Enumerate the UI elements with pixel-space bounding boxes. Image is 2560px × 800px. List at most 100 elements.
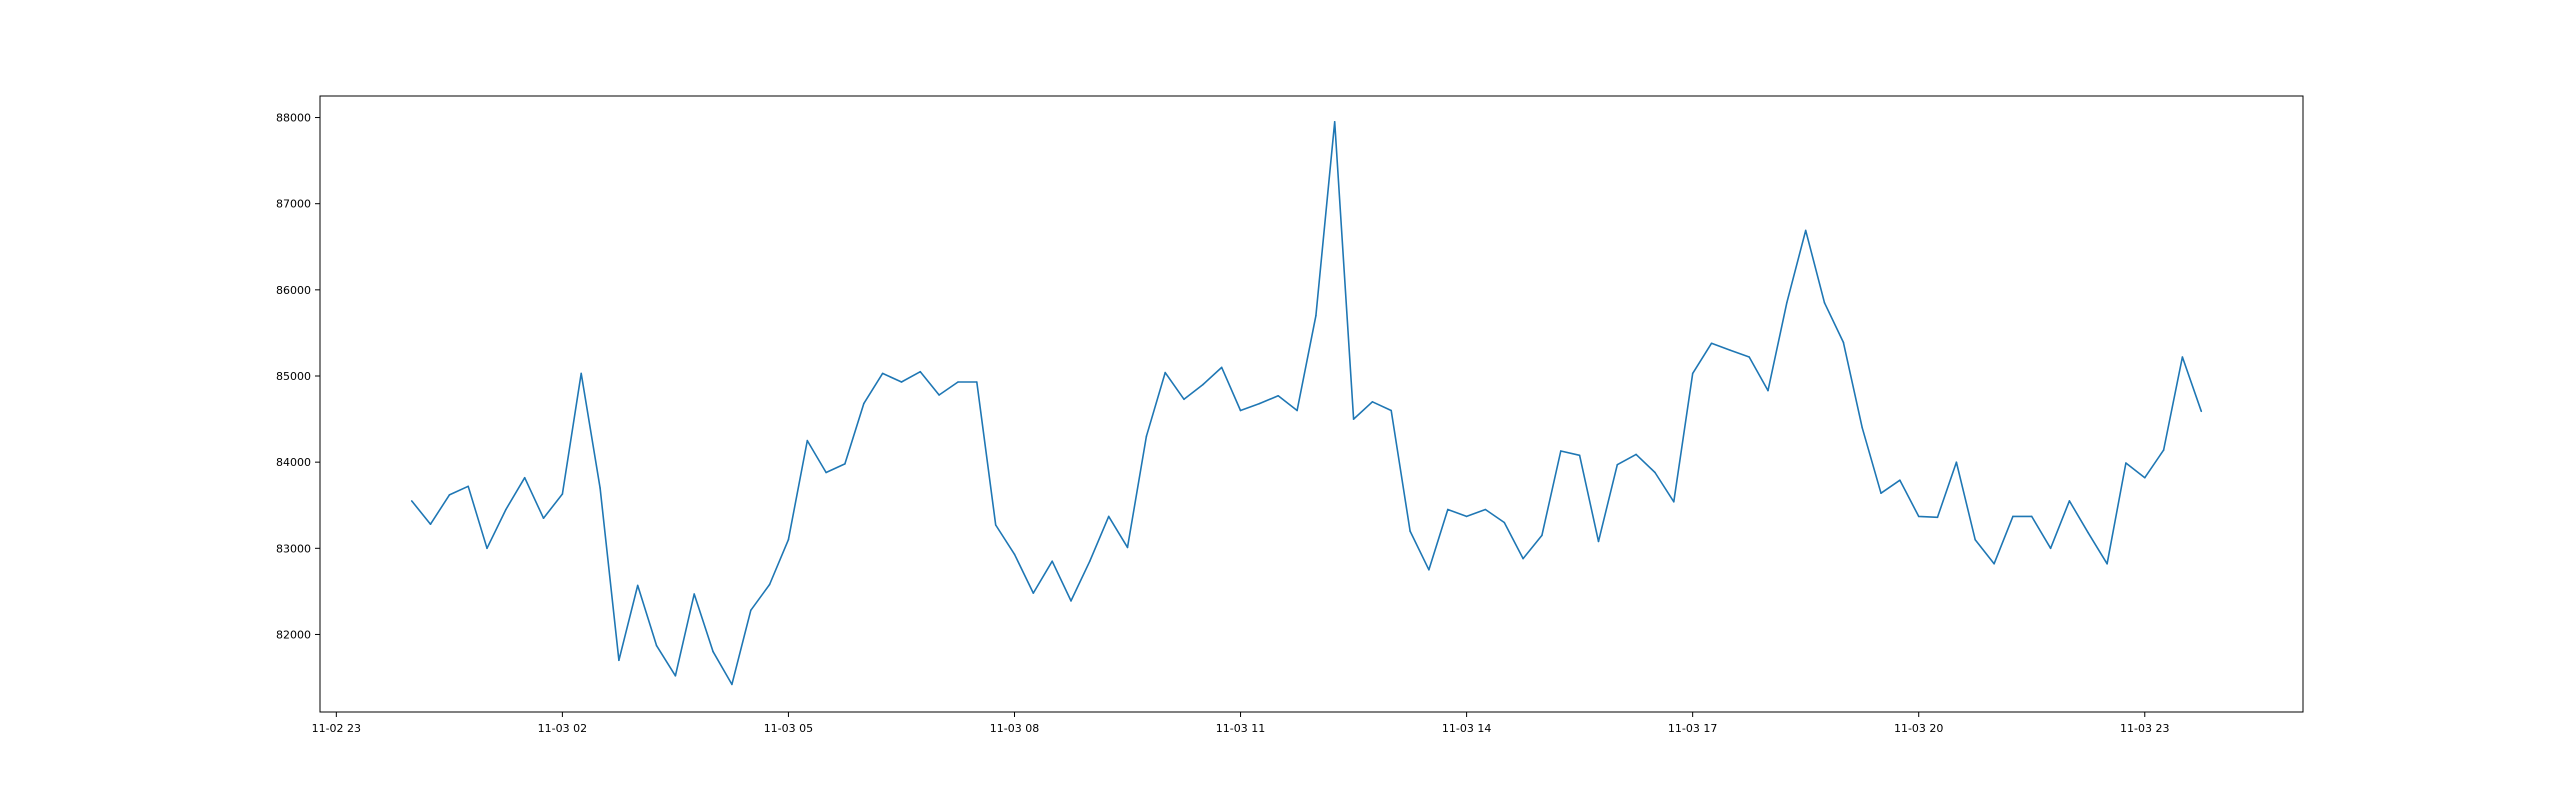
data-point: [1428, 569, 1430, 571]
data-point: [1767, 389, 1769, 392]
data-point: [1673, 501, 1675, 503]
data-point: [900, 381, 903, 383]
data-point: [693, 593, 695, 595]
data-point: [1729, 349, 1732, 352]
data-point: [486, 547, 488, 550]
data-point: [1145, 435, 1148, 438]
data-point: [976, 381, 978, 383]
y-tick-label: 87000: [276, 198, 311, 211]
data-point: [1089, 560, 1091, 562]
data-point: [1616, 463, 1619, 466]
data-point: [1277, 395, 1279, 397]
data-point: [1164, 371, 1166, 374]
plot-series: [410, 121, 2203, 686]
x-tick-label: 11-02 23: [312, 722, 361, 735]
data-point: [1239, 409, 1242, 412]
data-point: [2030, 515, 2033, 518]
data-point: [1654, 471, 1656, 474]
x-axis: 11-02 23 11-03 02 11-03 05 11-03 08 11-03 11…: [312, 712, 2169, 735]
data-point: [1070, 600, 1072, 602]
data-point: [1560, 450, 1562, 452]
data-point: [1748, 356, 1750, 358]
data-point: [1409, 530, 1411, 532]
data-point: [448, 494, 451, 496]
data-point: [1880, 492, 1882, 495]
data-point: [1541, 534, 1543, 537]
data-point: [825, 471, 827, 474]
data-point: [1786, 302, 1788, 304]
data-point: [542, 517, 545, 519]
y-axis: 82000 83000 84000 85000 86000 87000 88000: [276, 112, 320, 641]
data-point: [2087, 532, 2089, 534]
data-point: [863, 402, 865, 405]
data-point: [618, 659, 620, 662]
data-point: [1484, 508, 1487, 511]
data-point: [1936, 516, 1939, 519]
data-point: [1710, 342, 1713, 345]
x-tick-label: 11-03 11: [1216, 722, 1265, 735]
data-point: [1107, 515, 1110, 518]
data-point: [1465, 515, 1468, 518]
data-point: [1051, 560, 1053, 562]
y-tick-label: 86000: [276, 284, 311, 297]
data-point: [750, 609, 752, 612]
data-point: [731, 683, 733, 686]
data-point: [1352, 418, 1355, 420]
data-point: [1691, 372, 1694, 375]
data-point: [2012, 515, 2014, 518]
data-point: [806, 439, 809, 442]
data-point: [957, 381, 959, 383]
data-point: [523, 476, 526, 479]
data-point: [561, 493, 564, 495]
data-point: [674, 675, 677, 677]
data-point: [938, 394, 940, 396]
data-point: [505, 508, 507, 511]
data-point: [467, 485, 470, 488]
data-point: [1917, 515, 1920, 518]
data-point: [1333, 121, 1336, 123]
data-point: [1578, 454, 1581, 457]
data-point: [1183, 398, 1185, 401]
data-point: [1220, 366, 1223, 369]
data-point: [2162, 449, 2165, 451]
plot-area-frame: [319, 95, 2304, 713]
data-point: [1390, 409, 1392, 412]
data-point: [2049, 547, 2052, 550]
data-point: [919, 370, 922, 373]
data-point: [1126, 546, 1129, 549]
data-point: [1861, 426, 1863, 429]
data-point: [1315, 314, 1317, 317]
x-tick-label: 11-03 23: [2120, 722, 2169, 735]
data-point: [1993, 563, 1995, 565]
x-tick-label: 11-03 17: [1668, 722, 1717, 735]
x-tick-label: 11-03 02: [538, 722, 587, 735]
y-tick-label: 84000: [276, 456, 311, 469]
data-point: [844, 463, 846, 465]
data-point: [429, 523, 432, 525]
y-tick-label: 82000: [276, 628, 311, 641]
data-point: [787, 538, 790, 541]
data-point: [881, 372, 884, 375]
data-point: [2125, 462, 2127, 464]
data-point: [1804, 229, 1807, 232]
x-tick-label: 11-03 08: [990, 722, 1039, 735]
data-point: [1842, 341, 1845, 344]
y-tick-label: 83000: [276, 542, 311, 555]
data-point: [655, 644, 658, 647]
data-point: [580, 372, 582, 375]
x-tick-label: 11-03 14: [1442, 722, 1491, 735]
data-point: [2181, 356, 2184, 358]
data-point: [1447, 508, 1449, 511]
data-point: [1823, 302, 1826, 304]
data-point: [1597, 540, 1600, 543]
data-point: [2106, 563, 2108, 565]
data-point: [1202, 383, 1204, 386]
data-point: [768, 583, 771, 586]
data-point: [1635, 453, 1637, 456]
data-point: [599, 487, 601, 489]
y-tick-label: 88000: [276, 112, 311, 125]
data-point: [2200, 410, 2203, 413]
data-point: [1522, 557, 1524, 560]
